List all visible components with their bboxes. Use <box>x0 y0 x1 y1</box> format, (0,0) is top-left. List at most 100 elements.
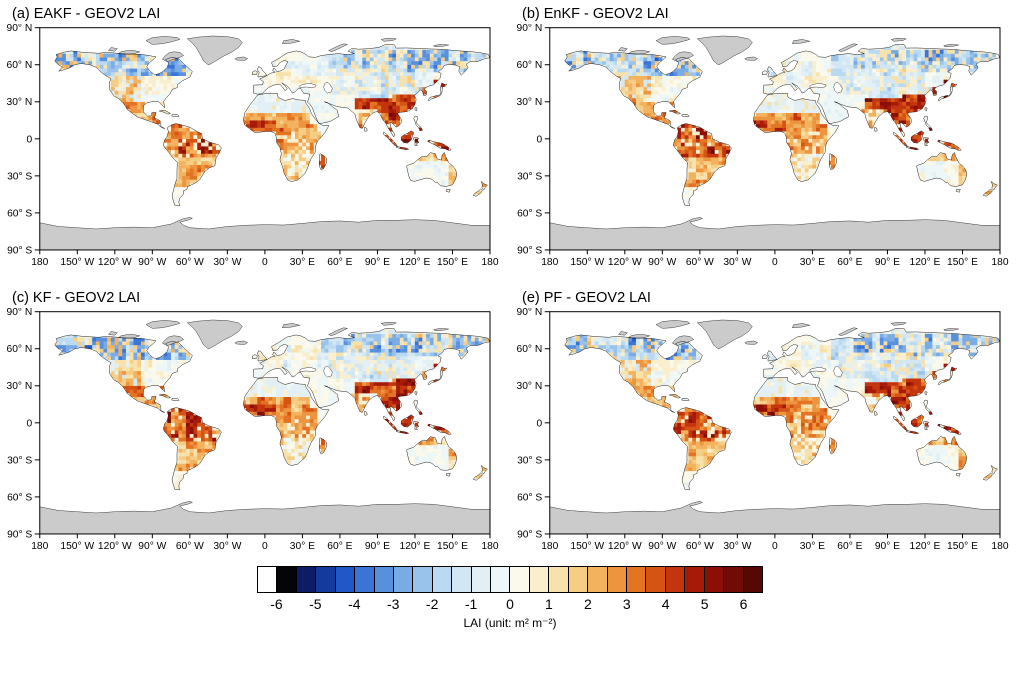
x-tick-label: 150° E <box>947 541 978 550</box>
x-tick-label: 120° E <box>910 257 941 266</box>
x-tick-label: 30° W <box>213 257 241 266</box>
colorbar-cell <box>627 567 647 592</box>
y-tick-label: 60° N <box>7 60 33 71</box>
x-tick-label: 120° E <box>910 541 941 550</box>
colorbar-unit-label: LAI (unit: m² m⁻²) <box>463 616 557 630</box>
colorbar-cell <box>568 567 589 592</box>
panel-a: (a) EAKF - GEOV2 LAI 90° N 60° N 30° N 0 30°… <box>0 4 510 266</box>
x-tick-label: 150° W <box>570 541 604 550</box>
panel-a-title: (a) EAKF - GEOV2 LAI <box>12 6 161 22</box>
x-tick-label: 60° W <box>686 541 714 550</box>
x-tick-label: 30° E <box>800 257 825 266</box>
colorbar-tick-label: 5 <box>700 596 709 612</box>
colorbar-tick-label: -6 <box>270 596 283 612</box>
colorbar-cell <box>704 567 725 592</box>
x-tick-label: 90° E <box>365 541 390 550</box>
colorbar-tick-label: 3 <box>622 596 631 612</box>
colorbar-cell <box>588 567 608 592</box>
x-tick-label: 180 <box>991 257 1008 266</box>
coastlines <box>54 44 491 207</box>
nodata-land <box>39 319 491 535</box>
y-tick-label: 90° S <box>7 245 32 256</box>
x-tick-label: 90° E <box>875 257 900 266</box>
colorbar-cell <box>724 567 744 592</box>
colorbar-cell <box>432 567 453 592</box>
x-tick-label: 180 <box>541 257 558 266</box>
x-tick-label: 90° W <box>648 257 676 266</box>
y-tick-label: 30° S <box>7 455 32 466</box>
x-tick-label: 180 <box>31 257 48 266</box>
coastlines <box>54 328 491 491</box>
colorbar-tick-label: -2 <box>425 596 439 612</box>
x-tick-label: 150° E <box>437 257 468 266</box>
colorbar-cell <box>374 567 394 592</box>
colorbar-cell <box>510 567 530 592</box>
y-tick-label: 30° N <box>7 97 33 108</box>
colorbar-cell <box>685 567 705 592</box>
data-cells <box>54 328 490 490</box>
x-tick-label: 0 <box>772 257 778 266</box>
y-tick-label: 90° N <box>7 308 33 318</box>
x-tick-label: 30° W <box>723 541 751 550</box>
inland-seas <box>809 365 843 378</box>
colorbar-cell <box>665 567 686 592</box>
y-tick-label: 60° S <box>7 208 32 219</box>
colorbar-tick-label: 2 <box>583 596 592 612</box>
x-tick-label: 180 <box>481 257 498 266</box>
panel-e-title: (e) PF - GEOV2 LAI <box>522 290 651 306</box>
y-tick-label: 90° S <box>517 529 542 540</box>
colorbar-tick-label: 4 <box>661 596 670 612</box>
colorbar-cell <box>607 567 628 592</box>
colorbar-tick-label: -1 <box>464 596 478 612</box>
world-map-a: 90° N 60° N 30° N 0 30° S 60° S 90° S 180 150° W… <box>6 24 500 266</box>
data-cells <box>54 44 490 206</box>
colorbar-cell <box>316 567 336 592</box>
colorbar-tick-label: 6 <box>739 596 748 612</box>
world-map-e: 90° N 60° N 30° N 0 30° S 60° S 90° S 180 150° W… <box>516 308 1010 550</box>
data-cells <box>564 44 1000 206</box>
x-tick-label: 30° W <box>723 257 751 266</box>
x-tick-label: 150° W <box>60 257 94 266</box>
colorbar-cells <box>257 566 763 593</box>
x-tick-label: 60° E <box>327 257 352 266</box>
x-tick-label: 120° W <box>608 257 642 266</box>
x-tick-label: 30° E <box>290 541 315 550</box>
x-tick-label: 180 <box>991 541 1008 550</box>
x-tick-label: 60° E <box>837 257 862 266</box>
y-tick-label: 60° N <box>517 344 543 355</box>
coastlines <box>564 328 1001 491</box>
x-tick-label: 150° E <box>437 541 468 550</box>
panel-grid: (a) EAKF - GEOV2 LAI 90° N 60° N 30° N 0 30°… <box>0 4 1020 550</box>
y-tick-label: 30° N <box>7 381 33 392</box>
colorbar-tick-label: 1 <box>545 596 553 612</box>
colorbar-cell <box>277 567 297 592</box>
panel-c-title: (c) KF - GEOV2 LAI <box>12 290 141 306</box>
colorbar-cell <box>471 567 492 592</box>
y-tick-label: 90° S <box>517 245 542 256</box>
x-tick-label: 120° W <box>98 541 132 550</box>
inland-seas <box>299 365 333 378</box>
x-tick-label: 0 <box>262 257 268 266</box>
x-tick-label: 180 <box>31 541 48 550</box>
x-tick-label: 90° E <box>365 257 390 266</box>
y-tick-label: 90° N <box>517 24 543 34</box>
x-tick-label: 30° E <box>800 541 825 550</box>
x-tick-label: 60° E <box>837 541 862 550</box>
y-tick-label: 60° N <box>7 344 33 355</box>
y-tick-label: 90° N <box>517 308 543 318</box>
x-tick-label: 0 <box>772 541 778 550</box>
colorbar-cell <box>491 567 511 592</box>
x-tick-label: 60° E <box>327 541 352 550</box>
colorbar-cell <box>646 567 666 592</box>
colorbar-cell <box>335 567 356 592</box>
world-map-b: 90° N 60° N 30° N 0 30° S 60° S 90° S 180 150° W… <box>516 24 1010 266</box>
panel-e: (e) PF - GEOV2 LAI 90° N 60° N 30° N 0 30° S… <box>510 288 1020 550</box>
y-tick-label: 30° N <box>517 97 543 108</box>
colorbar-cell <box>296 567 317 592</box>
